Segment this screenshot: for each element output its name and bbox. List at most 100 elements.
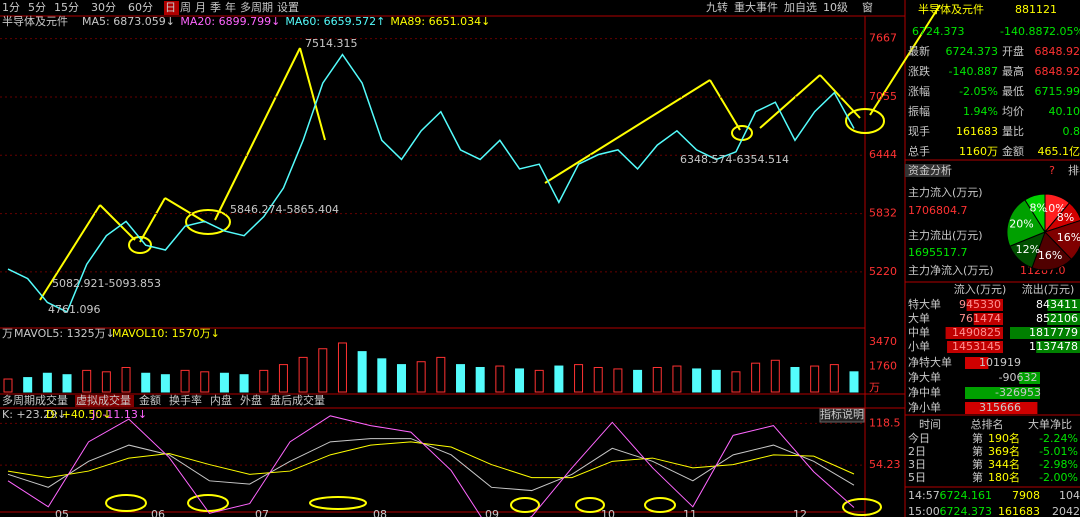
inflow-bar [945, 327, 1003, 339]
volume-bar [849, 371, 859, 393]
rank-value: 190名 [988, 431, 1020, 445]
ma-legend: MA89: 6651.034↓ [390, 15, 490, 28]
ma-legend: MA60: 6659.572↑ [285, 15, 385, 28]
tool-button[interactable]: 九转 [706, 0, 728, 14]
volume-bar [829, 364, 839, 393]
quote-pct: -2.05% [1045, 25, 1080, 38]
outflow-bar [1010, 327, 1080, 339]
period-button[interactable]: 60分 [128, 1, 153, 14]
volume-bar [672, 365, 682, 393]
quote-value: 1.94% [963, 105, 998, 118]
quote-title: 半导体及元件 [918, 2, 984, 16]
tool-button[interactable]: 重大事件 [734, 0, 778, 14]
volume-bar [82, 369, 92, 393]
quote-value: 0.8 [1063, 125, 1080, 138]
tool-button[interactable]: 窗 [862, 0, 873, 14]
volume-bar [554, 365, 564, 393]
quote-value: 1160万 [959, 145, 998, 158]
y-tick-label: 7055 [869, 90, 897, 103]
quote-label: 现手 [908, 124, 930, 138]
period-button[interactable]: 日 [165, 1, 176, 14]
rank-label: 5日 [908, 471, 926, 484]
volume-tab[interactable]: 盘后成交量 [270, 393, 325, 407]
volume-bar [298, 356, 308, 393]
period-button[interactable]: 多周期 [240, 0, 273, 14]
inflow-value: 1490825 [952, 326, 1001, 339]
volume-tab[interactable]: 多周期成交量 [2, 393, 68, 407]
volume-bar [141, 372, 151, 393]
net-bar [965, 387, 1040, 399]
price-annotation: 4761.096 [48, 303, 101, 316]
ma-legend: MA20: 6899.799↓ [180, 15, 280, 28]
inflow-bar [973, 313, 1003, 325]
volume-bar [259, 369, 269, 393]
outflow-value: 852106 [1036, 312, 1078, 325]
period-button[interactable]: 1分 [2, 1, 20, 14]
flow-label: 中单 [908, 326, 930, 339]
volume-bar [495, 365, 505, 393]
outflow-value: 1137478 [1029, 340, 1078, 353]
fund-tab[interactable] [905, 164, 950, 177]
volume-bar [751, 362, 761, 393]
month-label: 07 [255, 508, 269, 517]
volume-bar [101, 371, 111, 393]
period-button[interactable]: 30分 [91, 1, 116, 14]
volume-legend: MAVOL10: 1570万↓ [112, 327, 220, 340]
volume-bar [180, 369, 190, 393]
period-button[interactable]: 周 [180, 1, 191, 14]
period-button[interactable]: 月 [195, 1, 206, 14]
flow-header: 流入(万元) [954, 282, 1007, 296]
quote-label: 总手 [908, 144, 930, 158]
rank-prefix: 第 [972, 457, 983, 471]
period-button[interactable]: 5分 [28, 1, 46, 14]
active-tab [164, 1, 179, 15]
net-label: 净特大单 [908, 355, 952, 369]
volume-bar [711, 369, 721, 393]
tool-button[interactable]: 加自选 [784, 1, 817, 14]
volume-bar [200, 371, 210, 393]
inflow-value: 761474 [959, 312, 1001, 325]
period-button[interactable]: 年 [225, 0, 236, 14]
tool-button[interactable]: 10级 [823, 1, 848, 14]
volume-bar [219, 372, 229, 393]
volume-axis-unit: 万 [869, 381, 880, 394]
tick-price: 6724.161 [940, 489, 993, 502]
volume-tab[interactable]: 外盘 [240, 393, 262, 407]
kdj-legend: D: +40.50↓ [46, 408, 112, 421]
period-button[interactable]: 15分 [54, 1, 79, 14]
volume-bar [692, 368, 702, 393]
fund-tab-label: 资金分析 [908, 163, 952, 177]
period-button[interactable]: 设置 [277, 1, 299, 14]
period-button[interactable]: 季 [210, 1, 221, 14]
net-value: 315666 [979, 401, 1021, 414]
volume-tab[interactable]: 内盘 [210, 393, 232, 407]
kdj-line [7, 438, 855, 492]
volume-bar [475, 366, 485, 393]
quote-label: 均价 [1002, 105, 1024, 118]
volume-bar [23, 377, 33, 393]
volume-tab[interactable]: 换手率 [169, 393, 202, 407]
volume-bar [790, 366, 800, 393]
price-line [7, 53, 855, 314]
rank-tab: 排名 [1068, 163, 1080, 177]
quote-label: 开盘 [1002, 44, 1024, 58]
pie-slice [1006, 199, 1046, 247]
net-label: 净大单 [908, 370, 941, 384]
net-bar [1019, 372, 1040, 384]
volume-bar [534, 369, 544, 393]
help-button[interactable] [819, 408, 865, 423]
volume-tab[interactable]: 金额 [139, 393, 161, 407]
net-bar [965, 357, 989, 369]
help-text[interactable]: 指标说明 [820, 407, 864, 421]
pie-label: 20% [1009, 217, 1033, 230]
rank-label: 今日 [908, 431, 930, 445]
pie-slice [1044, 220, 1080, 261]
quote-label: 金额 [1002, 144, 1024, 158]
quote-price: 6724.373 [912, 25, 965, 38]
volume-tab[interactable]: 虚拟成交量 [76, 393, 131, 407]
volume-bar [3, 378, 13, 393]
month-label: 11 [683, 508, 697, 517]
pie-label: 16% [1038, 249, 1062, 262]
